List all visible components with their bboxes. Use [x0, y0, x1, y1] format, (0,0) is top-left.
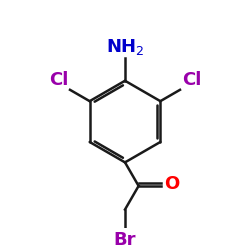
Text: Cl: Cl — [49, 71, 68, 89]
Text: O: O — [164, 176, 179, 194]
Text: Cl: Cl — [182, 71, 201, 89]
Text: Br: Br — [114, 231, 136, 249]
Text: NH$_2$: NH$_2$ — [106, 37, 144, 57]
